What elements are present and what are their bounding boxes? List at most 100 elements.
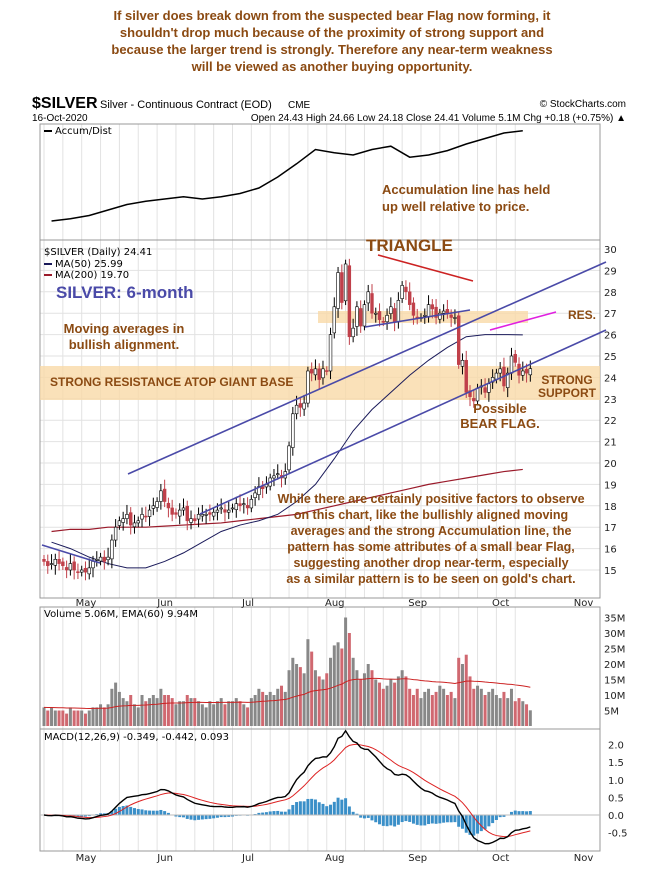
ma200-legend: MA(200) 19.70 [55, 270, 129, 281]
volume-bar [457, 657, 461, 726]
candle-body [434, 306, 438, 318]
candle-body [245, 505, 250, 509]
candle-body [366, 291, 370, 304]
volume-bar [438, 685, 442, 726]
month-tick-label: Jun [156, 598, 173, 609]
volume-bar [336, 642, 340, 726]
macd-histogram-bar [419, 815, 423, 826]
volume-bar [453, 698, 457, 726]
strong-support-label: STRONG [541, 373, 592, 387]
macd-histogram-bar [525, 811, 529, 815]
volume-bar [61, 710, 65, 726]
volume-bar [136, 707, 140, 726]
volume-bar [99, 704, 103, 726]
candle-body [306, 370, 310, 404]
volume-bar [298, 667, 302, 726]
macd-histogram-bar [393, 815, 397, 827]
macd-plot [40, 729, 600, 845]
macd-histogram-bar [99, 813, 103, 815]
accum-dist-line-group [51, 130, 523, 222]
candle-body [374, 312, 378, 315]
volume-bar [129, 695, 133, 726]
accum-note: Accumulation line has held [382, 182, 550, 197]
volume-bar [310, 651, 314, 726]
volume-bar [513, 701, 517, 726]
volume-bar [95, 707, 99, 726]
macd-histogram-bar [204, 815, 208, 820]
price-tick-label: 19 [604, 480, 617, 491]
candle-body [430, 304, 435, 310]
volume-bar [396, 676, 400, 726]
macd-signal-line [43, 743, 531, 838]
volume-bar [370, 670, 374, 726]
month-tick-label: Nov [574, 598, 594, 609]
candle-body [456, 315, 461, 365]
macd-histogram-bar [509, 811, 513, 815]
macd-histogram-bar [189, 815, 193, 820]
volume-bar [385, 685, 389, 726]
candle-body [325, 370, 329, 372]
volume-tick-label: 35M [604, 614, 625, 625]
candle-body [49, 563, 54, 565]
trendlines [41, 254, 607, 564]
macd-histogram-bar [291, 804, 295, 815]
candles [42, 258, 533, 581]
volume-tick-label: 5M [604, 707, 619, 718]
month-tick-label: Jul [241, 598, 254, 609]
macd-histogram-bar [389, 815, 393, 826]
candle-body [193, 518, 197, 522]
volume-bar [434, 691, 438, 726]
volume-bar [80, 710, 84, 726]
candle-body [468, 390, 472, 397]
volume-bar [476, 685, 480, 726]
candle-body [317, 368, 321, 380]
candle-body [151, 505, 156, 509]
candle-body [181, 507, 186, 511]
macd-histogram-bar [445, 815, 449, 823]
macd-line [43, 729, 531, 845]
volume-legend: Volume 5.06M, EMA(60) 9.94M [44, 609, 198, 620]
comment-block: While there are certainly positive facto… [277, 492, 584, 586]
macd-histogram-bar [302, 801, 306, 815]
bear-flag-label: Possible [473, 401, 526, 416]
volume-bar [400, 670, 404, 726]
volume-bar [517, 698, 521, 726]
macd-histogram-bar [136, 809, 140, 815]
volume-bar [276, 688, 280, 726]
stockcharts-credit: © StockCharts.com [540, 99, 626, 110]
macd-histogram-bar [468, 815, 472, 835]
candle-body [513, 353, 517, 363]
candle-body [524, 368, 529, 374]
macd-histogram-bar [347, 806, 351, 815]
candle-body [381, 321, 385, 323]
candle-body [521, 370, 525, 376]
candle-body [42, 558, 46, 562]
macd-histogram-bar [121, 806, 125, 815]
macd-histogram-bar [114, 808, 118, 815]
volume-bar [234, 698, 238, 726]
candle-body [83, 567, 88, 573]
volume-bar [389, 679, 393, 726]
macd-histogram-bar [272, 811, 276, 815]
macd-histogram-bar [140, 809, 144, 815]
macd-histogram-bar [427, 815, 431, 825]
volume-bar [344, 617, 348, 726]
volume-bar [249, 698, 253, 726]
volume-bar [102, 707, 106, 726]
volume-bar [170, 698, 174, 726]
candle-body [407, 291, 412, 305]
candle-body [506, 372, 510, 388]
comment-line: pattern has some attributes of a small b… [287, 540, 575, 554]
volume-bar [427, 688, 431, 726]
volume-bar [227, 701, 231, 726]
volume-bar [159, 688, 163, 726]
macd-histogram-bar [325, 806, 329, 815]
candle-body [355, 306, 359, 327]
volume-bar [197, 701, 201, 726]
candle-body [166, 502, 171, 509]
candle-body [438, 312, 442, 320]
month-tick-label: Jun [156, 853, 173, 864]
top-note-line: will be viewed as another buying opportu… [191, 59, 473, 74]
volume-bar [359, 679, 363, 726]
